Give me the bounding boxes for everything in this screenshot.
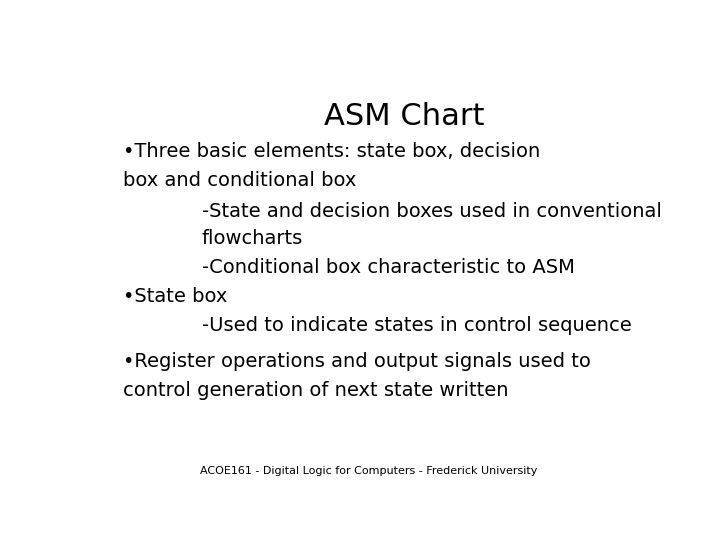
Text: •Three basic elements: state box, decision: •Three basic elements: state box, decisi… <box>124 141 541 161</box>
Text: •Register operations and output signals used to: •Register operations and output signals … <box>124 352 591 370</box>
Text: -Used to indicate states in control sequence: -Used to indicate states in control sequ… <box>202 316 631 335</box>
Text: box and conditional box: box and conditional box <box>124 171 357 190</box>
Text: ACOE161 - Digital Logic for Computers - Frederick University: ACOE161 - Digital Logic for Computers - … <box>200 466 538 476</box>
Text: -Conditional box characteristic to ASM: -Conditional box characteristic to ASM <box>202 258 575 277</box>
Text: •State box: •State box <box>124 287 228 306</box>
Text: ASM Chart: ASM Chart <box>324 102 485 131</box>
Text: flowcharts: flowcharts <box>202 229 303 248</box>
Text: -State and decision boxes used in conventional: -State and decision boxes used in conven… <box>202 202 662 221</box>
Text: control generation of next state written: control generation of next state written <box>124 381 509 400</box>
